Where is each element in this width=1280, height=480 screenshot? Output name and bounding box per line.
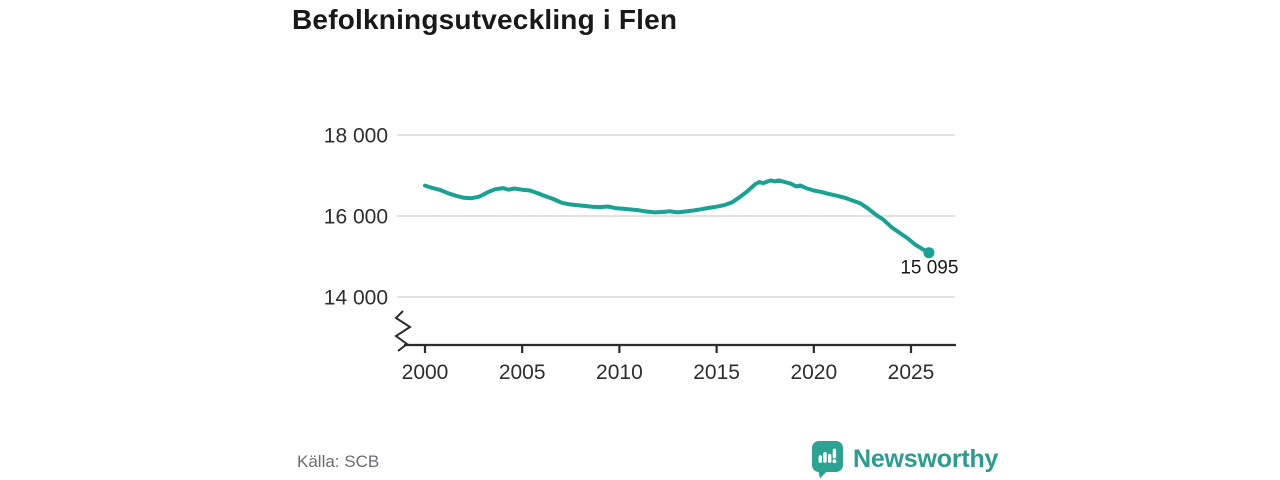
newsworthy-logo: Newsworthy <box>811 440 998 479</box>
newsworthy-wordmark: Newsworthy <box>853 445 999 473</box>
population-line-chart: 18 000 16 000 14 000 2000 2005 2010 2015 2020 20… <box>324 125 959 385</box>
y-axis-break-icon <box>394 310 412 352</box>
x-axis-tick-label: 2005 <box>499 361 546 384</box>
x-axis-tick-label: 2010 <box>596 361 643 384</box>
chart-title: Befolkningsutveckling i Flen <box>292 4 678 35</box>
x-axis-tick-label: 2000 <box>402 361 449 384</box>
y-axis-tick-label: 18 000 <box>324 125 388 148</box>
newsworthy-speech-bubble-chart-icon <box>812 441 843 479</box>
latest-value-dot <box>923 247 935 259</box>
x-axis-tick-label: 2020 <box>790 361 837 384</box>
y-axis-tick-label: 14 000 <box>324 287 388 310</box>
source-note: Källa: SCB <box>297 452 380 471</box>
x-axis-tick-label: 2025 <box>888 361 935 384</box>
latest-value-label: 15 095 <box>900 258 958 279</box>
x-axis-tick-label: 2015 <box>693 361 740 384</box>
y-axis-tick-label: 16 000 <box>324 206 388 229</box>
population-line <box>423 178 931 255</box>
